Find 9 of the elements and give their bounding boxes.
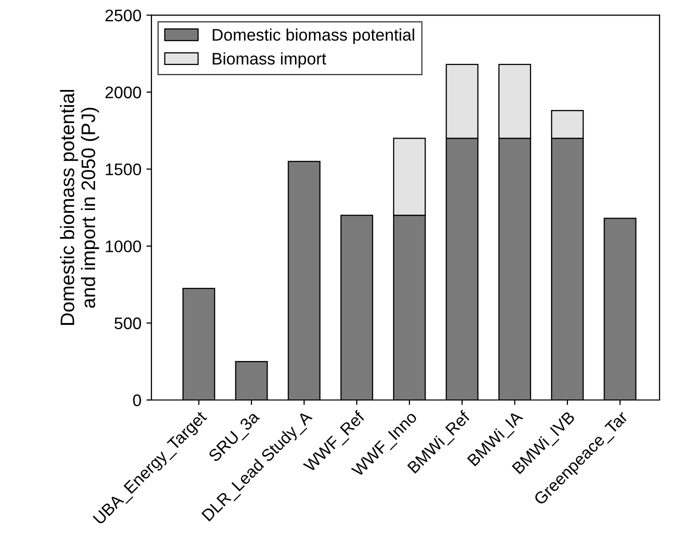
y-axis-title: Domestic biomass potential and import in 2050 (PJ) bbox=[60, 90, 100, 325]
y-tick-label: 1000 bbox=[106, 240, 142, 252]
legend-label: Biomass import bbox=[212, 52, 326, 68]
y-tick-label: 2500 bbox=[105, 10, 142, 22]
y-tick-label: 2000 bbox=[105, 86, 142, 98]
y-tick-label: 500 bbox=[114, 317, 142, 330]
legend-label: Domestic biomass potential bbox=[212, 28, 414, 44]
y-tick-label: 0 bbox=[133, 394, 142, 406]
y-tick-label: 1500 bbox=[106, 164, 142, 176]
